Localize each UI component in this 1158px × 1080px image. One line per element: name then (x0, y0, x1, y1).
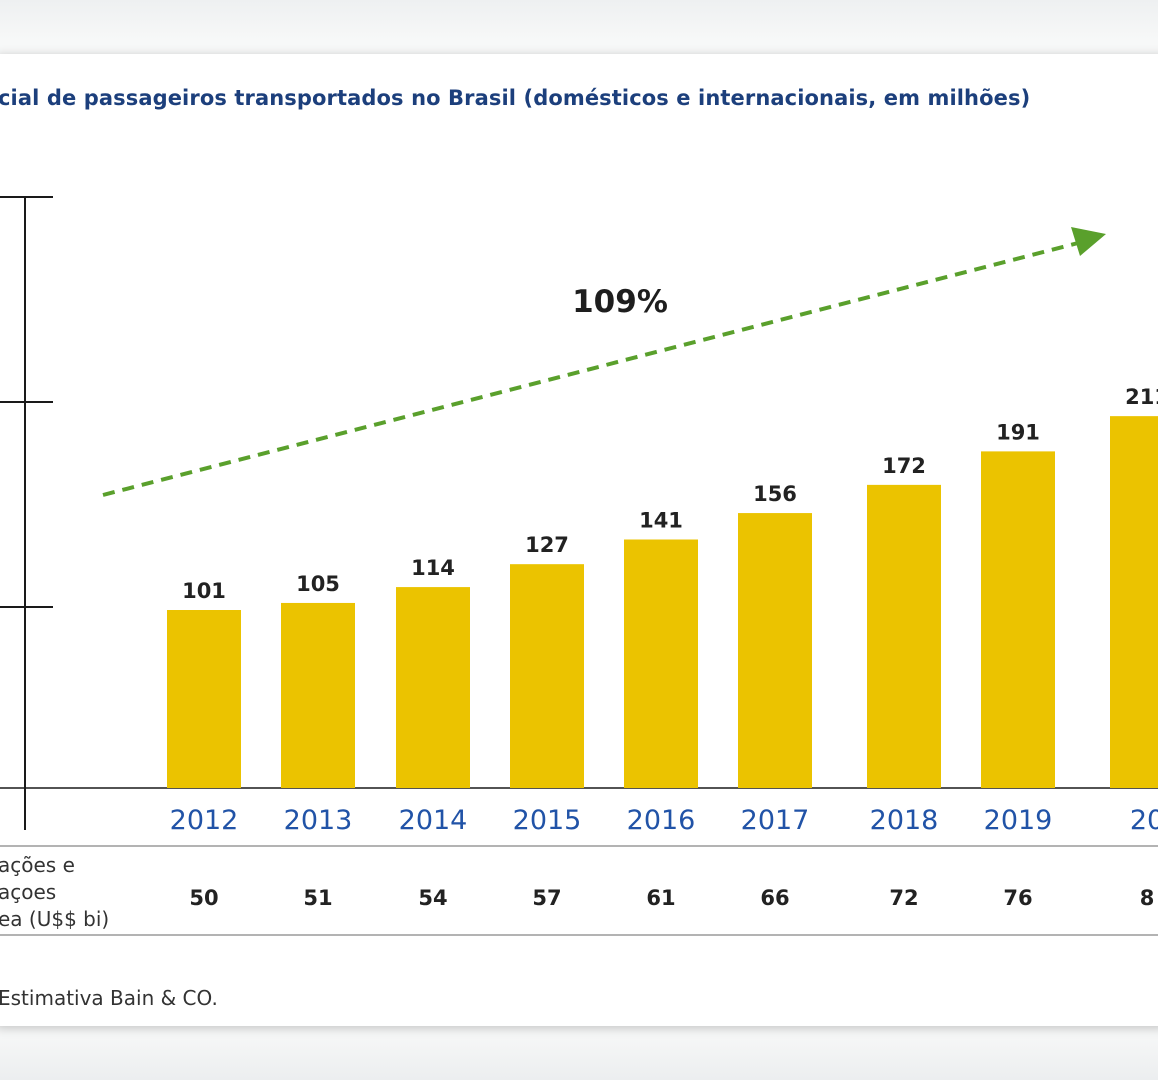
chart-title: cial de passageiros transportados no Bra… (0, 86, 1031, 110)
data-label-2017: 156 (753, 482, 797, 506)
growth-arrow-line (102, 241, 1079, 497)
table-value-2014: 54 (418, 886, 447, 910)
data-label-20: 211 (1125, 385, 1158, 409)
table-value-2018: 72 (889, 886, 918, 910)
data-label-2019: 191 (996, 420, 1040, 444)
chart-card (0, 54, 1158, 1026)
table-value-20: 8 (1140, 886, 1155, 910)
x-tick-label-20: 20 (1130, 805, 1158, 836)
bar-layer: 101 2012 105 2013 114 2014 127 2015 141 2016 156 20… (167, 385, 1158, 836)
source-note: Estimativa Bain & CO. (0, 986, 218, 1010)
table-value-2017: 66 (760, 886, 789, 910)
data-label-2012: 101 (182, 579, 226, 603)
data-label-2016: 141 (639, 509, 683, 533)
table-value-2016: 61 (646, 886, 675, 910)
bar-20 (1110, 416, 1158, 788)
table-value-2012: 50 (189, 886, 218, 910)
data-label-2014: 114 (411, 556, 455, 580)
growth-arrow (102, 227, 1106, 497)
arrow-head-icon (1071, 227, 1106, 256)
x-tick-label-2012: 2012 (170, 805, 239, 836)
x-tick-label-2017: 2017 (741, 805, 810, 836)
table-value-2015: 57 (532, 886, 561, 910)
x-tick-label-2019: 2019 (984, 805, 1053, 836)
data-label-2015: 127 (525, 533, 569, 557)
x-tick-label-2014: 2014 (399, 805, 468, 836)
table-value-2019: 76 (1003, 886, 1032, 910)
table-row-label: ações e açoes ea (U$$ bi) (0, 853, 110, 931)
table-layer: 50 51 54 57 61 66 72 76 8 (0, 845, 1158, 936)
x-tick-label-2013: 2013 (284, 805, 353, 836)
bar-2014 (396, 587, 470, 788)
growth-annotation: 109% (572, 284, 668, 320)
bar-2015 (510, 564, 584, 788)
bar-2017 (738, 513, 812, 788)
bar-2012 (167, 610, 241, 788)
x-tick-label-2018: 2018 (870, 805, 939, 836)
bar-2013 (281, 602, 355, 788)
data-label-2018: 172 (882, 454, 926, 478)
data-label-2013: 105 (296, 572, 340, 596)
x-tick-label-2016: 2016 (627, 805, 696, 836)
bar-2018 (867, 484, 941, 788)
bar-2016 (624, 539, 698, 788)
bar-2019 (981, 451, 1055, 788)
x-tick-label-2015: 2015 (513, 805, 582, 836)
table-value-2013: 51 (303, 886, 332, 910)
